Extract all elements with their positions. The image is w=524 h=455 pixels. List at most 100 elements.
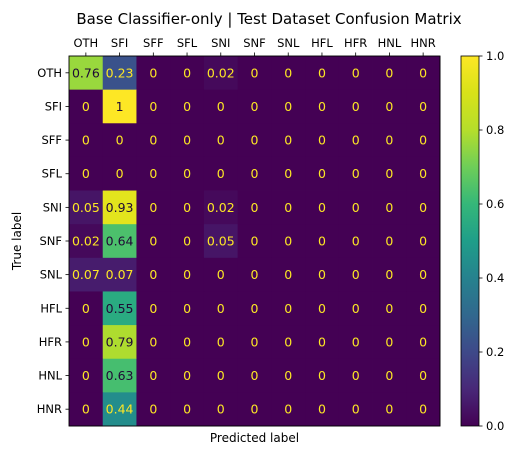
- x-axis-ticks: OTH SFI SFF SFL SNI SNF SNL HFL HFR HNL HNR: [73, 36, 436, 56]
- colorbar-tick-label: 1.0: [486, 49, 504, 63]
- heatmap-cell: [338, 257, 373, 292]
- cell-value-label: 0: [183, 334, 191, 349]
- cell-value-label: 0: [419, 133, 427, 148]
- cell-value-label: 0: [149, 99, 157, 114]
- heatmap-cell: [372, 325, 407, 360]
- heatmap-cell: [372, 156, 407, 191]
- cell-value-label: 0: [385, 65, 393, 80]
- cell-value-label: 0: [352, 334, 360, 349]
- cell-value-label: 0: [385, 133, 393, 148]
- heatmap-cell: [69, 291, 104, 326]
- cell-value-label: 0: [284, 334, 292, 349]
- y-tick-label: SFF: [41, 133, 62, 147]
- heatmap-cell: [406, 190, 441, 225]
- heatmap-cell: [372, 224, 407, 259]
- heatmap-cell: [338, 56, 373, 91]
- heatmap-cell: [170, 257, 205, 292]
- heatmap-cell: [406, 291, 441, 326]
- heatmap-cell: [305, 56, 340, 91]
- x-tick-label: HNR: [411, 36, 436, 50]
- heatmap-cell: [372, 56, 407, 91]
- heatmap-cell: [237, 257, 272, 292]
- heatmap-cell: [237, 392, 272, 427]
- y-tick-label: SNI: [43, 200, 62, 214]
- x-axis-label: Predicted label: [210, 431, 299, 445]
- y-tick-label: HFL: [40, 301, 62, 315]
- cell-value-label: 0: [385, 368, 393, 383]
- x-tick-label: SNI: [211, 36, 230, 50]
- heatmap-cell: [69, 123, 104, 158]
- heatmap-cell: [102, 56, 137, 91]
- heatmap-cell: [136, 257, 171, 292]
- cell-value-label: 0: [251, 267, 259, 282]
- colorbar-tick-label: 0.6: [486, 197, 504, 211]
- y-axis-ticks: OTH SFI SFF SFL SNI SNF SNL HFL HFR HNL HNR: [37, 66, 69, 416]
- heatmap-cell: [203, 392, 239, 427]
- cell-value-label: 0: [419, 301, 427, 316]
- heatmap-cell: [237, 156, 272, 191]
- plot-frame: [68, 55, 441, 427]
- heatmap-cell: [271, 358, 306, 393]
- cell-value-label: 0: [149, 267, 157, 282]
- cell-value-label: 0: [251, 166, 259, 181]
- heatmap-cell: [170, 89, 205, 124]
- y-tick-label: SFL: [42, 167, 63, 181]
- cell-value-label: 0: [149, 402, 157, 417]
- heatmap-cell: [136, 89, 171, 124]
- heatmap-cell: [136, 56, 171, 91]
- heatmap-cell: [305, 291, 340, 326]
- x-tick-label: SFI: [111, 36, 128, 50]
- heatmap-cell: [69, 257, 104, 292]
- heatmap-cell: [69, 392, 104, 427]
- cell-value-label: 0: [352, 133, 360, 148]
- heatmap-cell: [102, 358, 137, 393]
- heatmap-cell: [203, 190, 239, 225]
- heatmap-cell: [305, 156, 340, 191]
- cell-value-label: 0.02: [72, 234, 100, 249]
- cell-value-label: 0: [284, 200, 292, 215]
- heatmap-cell: [406, 257, 441, 292]
- heatmap-cell: [406, 156, 441, 191]
- cell-value-label: 0: [82, 368, 90, 383]
- heatmap-cell: [102, 257, 137, 292]
- y-tick-label: HFR: [39, 335, 62, 349]
- cell-value-label: 0: [352, 65, 360, 80]
- cell-value-label: 0: [419, 200, 427, 215]
- heatmap-cell: [338, 224, 373, 259]
- cell-value-label: 0: [183, 402, 191, 417]
- cell-value-label: 0: [251, 99, 259, 114]
- cell-value-label: 0: [318, 301, 326, 316]
- cell-value-label: 0: [183, 234, 191, 249]
- heatmap-cell: [69, 190, 104, 225]
- cell-value-label: 0: [385, 99, 393, 114]
- heatmap-cell: [170, 325, 205, 360]
- cell-value-label: 0: [217, 166, 225, 181]
- cell-value-label: 0: [318, 65, 326, 80]
- heatmap-cell: [406, 224, 441, 259]
- heatmap-cell: [203, 358, 239, 393]
- x-tick-label: HNL: [378, 36, 402, 50]
- cell-value-label: 0: [82, 133, 90, 148]
- cell-value-label: 0: [217, 334, 225, 349]
- cell-value-label: 0: [419, 267, 427, 282]
- heatmap-cell: [170, 156, 205, 191]
- cell-value-label: 0: [251, 65, 259, 80]
- heatmap-cell: [406, 123, 441, 158]
- heatmap-cell: [406, 89, 441, 124]
- cell-value-label: 0: [82, 99, 90, 114]
- heatmap-cell: [69, 89, 104, 124]
- cell-value-label: 0: [183, 267, 191, 282]
- heatmap-cell: [237, 56, 272, 91]
- heatmap-cell: [203, 257, 239, 292]
- cell-value-label: 0: [217, 301, 225, 316]
- cell-value-label: 0: [385, 334, 393, 349]
- colorbar-ticks: 0.0 0.2 0.4 0.6 0.8 1.0: [479, 49, 504, 433]
- cell-value-label: 0: [149, 234, 157, 249]
- heatmap-cell: [338, 123, 373, 158]
- colorbar: [460, 55, 480, 427]
- heatmap-cell: [69, 325, 104, 360]
- heatmap-cell: [102, 156, 137, 191]
- y-axis-label: True label: [10, 212, 24, 271]
- heatmap-cell: [305, 257, 340, 292]
- heatmap-cell: [170, 358, 205, 393]
